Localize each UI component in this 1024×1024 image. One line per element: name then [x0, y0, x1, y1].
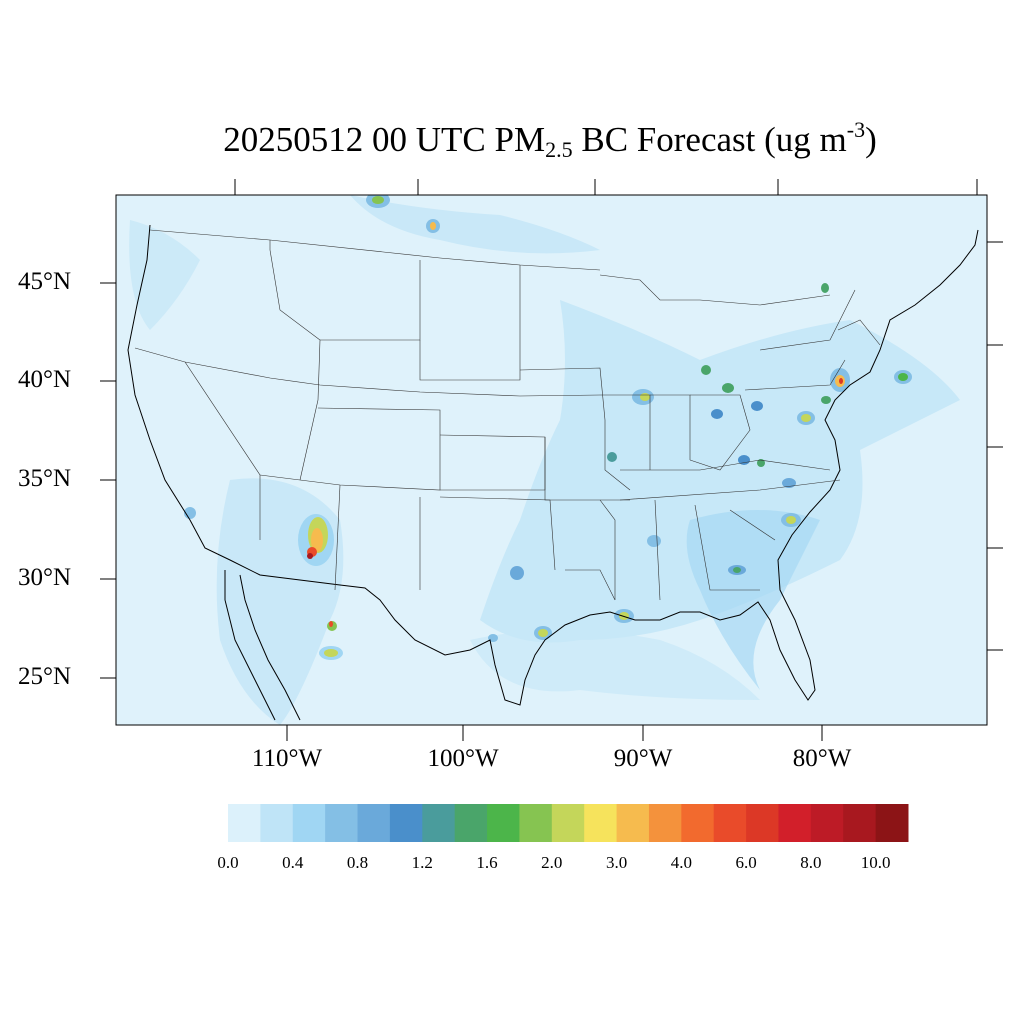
colorbar-swatch — [487, 804, 520, 842]
colorbar-swatch — [584, 804, 617, 842]
colorbar-swatch — [649, 804, 682, 842]
colorbar-label: 2.0 — [522, 853, 582, 873]
hotspot-new-mexico — [298, 514, 334, 566]
colorbar-swatch — [876, 804, 909, 842]
colorbar-swatch — [390, 804, 423, 842]
lon-label-100w: 100°W — [403, 745, 523, 773]
right-ticks — [987, 242, 1003, 650]
lon-label-110w: 110°W — [227, 745, 347, 773]
colorbar-label: 3.0 — [587, 853, 647, 873]
lat-label-35: 35°N — [18, 465, 108, 493]
colorbar-label: 6.0 — [716, 853, 776, 873]
bottom-ticks — [287, 725, 822, 741]
hotspot-houston — [534, 626, 552, 640]
lat-label-45: 45°N — [18, 268, 108, 296]
lon-label-90w: 90°W — [583, 745, 703, 773]
colorbar-label: 0.8 — [328, 853, 388, 873]
colorbar-swatch — [325, 804, 358, 842]
colorbar-swatch — [714, 804, 747, 842]
lat-label-40: 40°N — [18, 366, 108, 394]
colorbar-swatch — [681, 804, 714, 842]
hotspot-chicago — [632, 389, 654, 405]
colorbar-swatch — [552, 804, 585, 842]
colorbar-swatch — [358, 804, 391, 842]
map-title: 20250512 00 UTC PM2.5 BC Forecast (ug m-… — [0, 120, 1024, 160]
colorbar-swatch — [778, 804, 811, 842]
colorbar-label: 1.6 — [457, 853, 517, 873]
top-ticks — [235, 179, 977, 195]
colorbar-swatch — [843, 804, 876, 842]
colorbar-swatch — [455, 804, 488, 842]
colorbar-swatch — [519, 804, 552, 842]
colorbar-swatch — [228, 804, 261, 842]
colorbar-label: 0.0 — [198, 853, 258, 873]
colorbar-swatch — [746, 804, 779, 842]
lat-label-30: 30°N — [18, 564, 108, 592]
lat-label-25: 25°N — [18, 663, 108, 691]
colorbar-label: 0.4 — [263, 853, 323, 873]
colorbar-label: 4.0 — [651, 853, 711, 873]
colorbar-swatch — [422, 804, 455, 842]
lon-label-80w: 80°W — [762, 745, 882, 773]
colorbar-swatch — [617, 804, 650, 842]
colorbar-label: 1.2 — [392, 853, 452, 873]
colorbar-label: 8.0 — [781, 853, 841, 873]
colorbar-swatch — [293, 804, 326, 842]
colorbar-label: 10.0 — [846, 853, 906, 873]
colorbar-swatch — [260, 804, 293, 842]
colorbar — [228, 804, 909, 842]
colorbar-swatch — [811, 804, 844, 842]
